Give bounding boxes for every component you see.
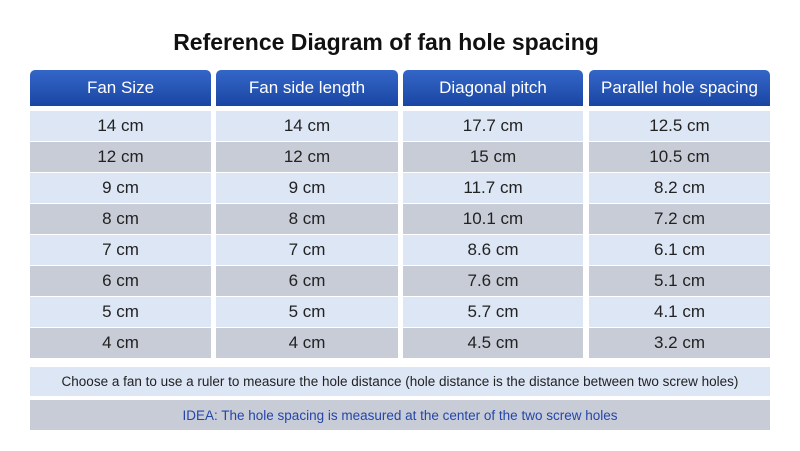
column-header: Parallel hole spacing	[589, 70, 770, 106]
table-cell: 5 cm	[30, 296, 211, 327]
table-cell: 8.6 cm	[403, 234, 583, 265]
table-cell: 3.2 cm	[589, 327, 770, 358]
table-cell: 5.7 cm	[403, 296, 583, 327]
table-cell: 10.5 cm	[589, 141, 770, 172]
note: Choose a fan to use a ruler to measure t…	[30, 367, 770, 396]
column-header: Fan Size	[30, 70, 211, 106]
title: Reference Diagram of fan hole spacing	[173, 28, 599, 55]
table-cell: 17.7 cm	[403, 110, 583, 141]
table-cell: 12 cm	[30, 141, 211, 172]
table-cell: 7.6 cm	[403, 265, 583, 296]
table-cell: 7 cm	[30, 234, 211, 265]
table-cell: 4 cm	[30, 327, 211, 358]
table-cell: 11.7 cm	[403, 172, 583, 203]
table-cell: 6 cm	[30, 265, 211, 296]
column-header: Diagonal pitch	[403, 70, 583, 106]
table-cell: 7.2 cm	[589, 203, 770, 234]
table-cell: 9 cm	[30, 172, 211, 203]
table-cell: 6 cm	[216, 265, 398, 296]
table-cell: 8 cm	[216, 203, 398, 234]
table-cell: 14 cm	[30, 110, 211, 141]
table-cell: 5.1 cm	[589, 265, 770, 296]
table-cell: 7 cm	[216, 234, 398, 265]
table-cell: 15 cm	[403, 141, 583, 172]
table-cell: 5 cm	[216, 296, 398, 327]
table-cell: 4.1 cm	[589, 296, 770, 327]
table-cell: 9 cm	[216, 172, 398, 203]
table-cell: 6.1 cm	[589, 234, 770, 265]
column-header: Fan side length	[216, 70, 398, 106]
table-cell: 10.1 cm	[403, 203, 583, 234]
table-cell: 4.5 cm	[403, 327, 583, 358]
table-cell: 14 cm	[216, 110, 398, 141]
table-cell: 4 cm	[216, 327, 398, 358]
table-cell: 8 cm	[30, 203, 211, 234]
table-cell: 12 cm	[216, 141, 398, 172]
table-cell: 12.5 cm	[589, 110, 770, 141]
table-cell: 8.2 cm	[589, 172, 770, 203]
note: IDEA: The hole spacing is measured at th…	[30, 400, 770, 430]
